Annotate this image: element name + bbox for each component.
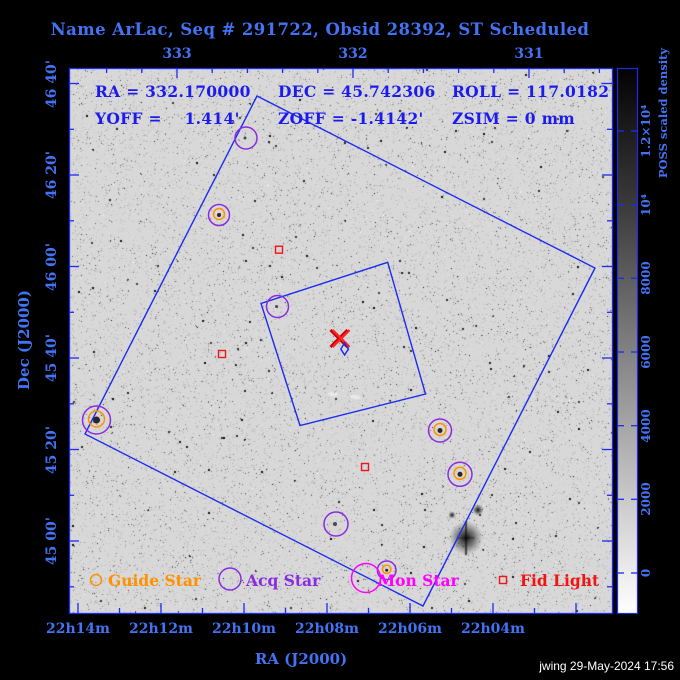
legend-label-mon-star: Mon Star: [378, 571, 459, 590]
info-roll: ROLL = 117.0182: [452, 82, 610, 101]
ra-tick-label: 22h04m: [461, 621, 525, 637]
colorbar-tick-label: 10⁴: [639, 193, 653, 216]
page-title: Name ArLac, Seq # 291722, Obsid 28392, S…: [50, 20, 590, 39]
colorbar-tick-label: 6000: [639, 335, 653, 369]
dec-tick-label: 45 00': [44, 516, 60, 566]
colorbar-tick-label: 1.2×10⁴: [639, 104, 653, 158]
info-dec: DEC = 45.742306: [278, 82, 436, 101]
colorbar-tick-label: 4000: [639, 408, 653, 443]
dec-tick-label: 46 00': [44, 242, 60, 291]
ra-tick-label: 22h14m: [46, 621, 110, 637]
dec-tick-label: 46 40': [44, 59, 60, 108]
ra-tick-label: 22h12m: [129, 621, 193, 637]
ra-axis-title: RA (J2000): [254, 650, 348, 668]
legend-label-acq-star: Acq Star: [246, 571, 321, 590]
colorbar-tick-label: 8000: [639, 261, 653, 295]
info-ra: RA = 332.170000: [95, 82, 251, 101]
dec-tick-label: 45 20': [44, 425, 60, 474]
dec-axis-title: Dec (J2000): [15, 290, 33, 390]
info-yoff: YOFF = 1.414': [95, 109, 240, 128]
timestamp: jwing 29-May-2024 17:56: [539, 659, 674, 673]
colorbar-title: POSS scaled density: [656, 47, 670, 179]
top-axis-tick-label: 333: [162, 46, 192, 62]
legend-label-guide-star: Guide Star: [108, 571, 202, 590]
starfield-image: [69, 68, 612, 613]
dec-tick-label: 45 40': [44, 333, 60, 383]
ra-tick-label: 22h10m: [212, 621, 276, 637]
info-zsim: ZSIM = 0 mm: [452, 109, 575, 128]
dec-tick-label: 46 20': [44, 150, 60, 200]
ra-tick-label: 22h06m: [378, 621, 442, 637]
legend-label-fid-light: Fid Light: [520, 571, 600, 590]
ra-tick-label: 22h08m: [295, 621, 359, 637]
top-axis-tick-label: 332: [338, 46, 368, 62]
info-zoff: ZOFF = -1.4142': [278, 109, 424, 128]
colorbar-tick-label: 0: [639, 568, 653, 578]
colorbar-tick-label: 2000: [639, 482, 653, 516]
top-axis-tick-label: 331: [514, 46, 544, 62]
colorbar: [616, 67, 639, 615]
